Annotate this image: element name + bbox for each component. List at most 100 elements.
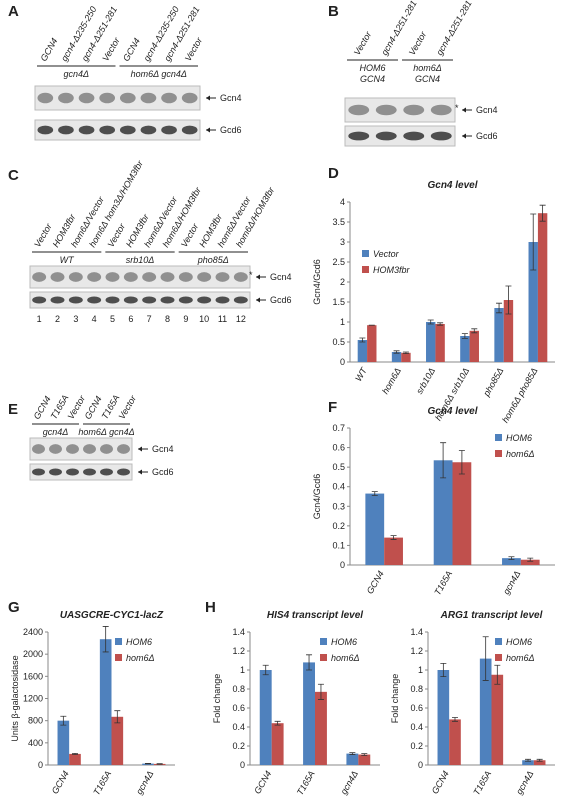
error-bar: [536, 758, 543, 762]
x-tick-label: gcn4Δ: [501, 569, 522, 596]
band: [142, 296, 157, 304]
bar: [358, 754, 371, 765]
y-tick-label: 0.5: [332, 337, 345, 347]
blot: [29, 463, 133, 481]
band: [123, 272, 138, 282]
lane-label: gcn4-Δ251-281: [434, 0, 473, 57]
bar: [259, 670, 272, 765]
y-tick-label: 1: [418, 665, 423, 675]
legend-swatch: [362, 250, 369, 257]
x-tick-label: T165A: [432, 569, 454, 597]
y-axis-label: Units β-galactosidase: [10, 655, 20, 741]
error-bar: [306, 654, 313, 671]
band: [78, 125, 95, 135]
error-bar: [359, 337, 366, 343]
error-bar: [156, 763, 163, 765]
error-bar: [471, 328, 478, 334]
bar: [537, 213, 548, 362]
y-tick-label: 2400: [23, 627, 43, 637]
bar: [449, 719, 461, 765]
lane-number: 12: [236, 314, 246, 324]
band: [348, 104, 370, 116]
y-tick-label: 0.3: [332, 501, 345, 511]
y-tick-label: 0.6: [410, 703, 423, 713]
bar: [57, 720, 70, 765]
y-tick-label: 1: [240, 665, 245, 675]
error-bar: [102, 626, 109, 653]
error-bar: [505, 285, 512, 315]
bar: [69, 753, 81, 765]
band: [123, 296, 138, 304]
band-label: Gcn4: [476, 105, 498, 115]
error-bar: [361, 753, 368, 756]
band-label: Gcn4: [152, 444, 174, 454]
bar: [384, 537, 403, 565]
bar: [520, 559, 540, 565]
lane-label: Vector: [100, 35, 122, 63]
bar: [367, 325, 377, 362]
arrow-head: [206, 95, 210, 101]
blot: [344, 125, 456, 147]
band: [83, 468, 96, 476]
y-tick-label: 0: [340, 560, 345, 570]
y-tick-label: 1.4: [232, 627, 245, 637]
arrow-head: [138, 446, 142, 452]
x-tick-label: srb10Δ: [414, 366, 437, 396]
lane-label: Vector: [407, 29, 429, 57]
band: [32, 272, 47, 282]
lane-label: Vector: [352, 29, 374, 57]
lane-label: Vector: [183, 35, 205, 63]
chart-title: Gcn4 level: [427, 406, 477, 417]
legend-label: HOM6: [331, 637, 357, 647]
error-bar: [482, 636, 489, 681]
error-bar: [145, 762, 152, 765]
arrow-head: [206, 127, 210, 133]
band: [68, 296, 83, 304]
legend-label: hom6Δ: [331, 653, 360, 663]
bar: [437, 670, 450, 765]
bar: [494, 308, 504, 362]
band: [181, 125, 198, 135]
y-tick-label: 1.2: [232, 646, 245, 656]
bar: [528, 242, 538, 362]
x-tick-label: gcn4Δ: [514, 769, 535, 796]
y-axis-label: Fold change: [390, 674, 400, 724]
blot: [34, 119, 201, 141]
band: [37, 125, 54, 135]
error-bar: [525, 758, 532, 762]
chart-title: Gcn4 level: [427, 180, 477, 191]
y-tick-label: 0.7: [332, 423, 345, 433]
arrow-head: [138, 469, 142, 475]
band: [87, 296, 102, 304]
group-label: hom6Δ: [413, 63, 442, 73]
error-bar: [539, 204, 546, 222]
blot: [29, 437, 133, 461]
error-bar: [527, 557, 534, 562]
legend-swatch: [320, 638, 327, 645]
y-tick-label: 400: [28, 738, 43, 748]
legend-swatch: [115, 654, 122, 661]
band: [375, 104, 397, 116]
y-axis-label: Gcn4/Gcd6: [312, 259, 322, 305]
band: [99, 92, 116, 104]
bar: [303, 662, 315, 765]
lane-number: 3: [73, 314, 78, 324]
y-tick-label: 2: [340, 277, 345, 287]
error-bar: [390, 535, 397, 540]
bar: [99, 639, 112, 765]
error-bar: [114, 710, 121, 724]
x-tick-label: GCN4: [430, 769, 451, 796]
band: [161, 125, 177, 135]
error-bar: [427, 319, 434, 325]
y-tick-label: 3.5: [332, 217, 345, 227]
band: [403, 104, 425, 116]
legend-label: HOM6: [126, 637, 152, 647]
y-tick-label: 0.2: [232, 741, 245, 751]
y-tick-label: 1: [340, 317, 345, 327]
legend-label: HOM6: [506, 433, 532, 443]
legend-label: HOM3fbr: [373, 265, 411, 275]
band: [160, 296, 175, 304]
error-bar: [274, 720, 281, 726]
marker: *: [249, 270, 253, 280]
lane-number: 1: [37, 314, 42, 324]
